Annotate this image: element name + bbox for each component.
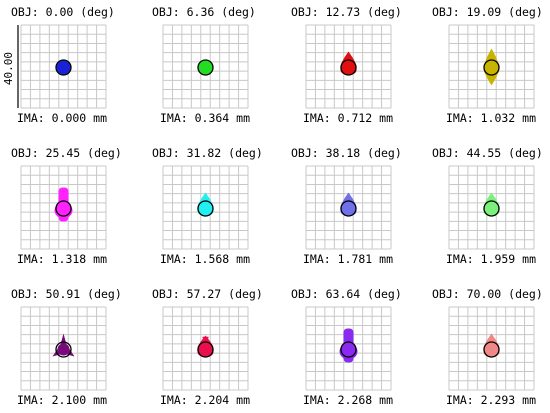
obj-label: OBJ: 31.82 (deg) bbox=[152, 146, 263, 160]
spot-grid bbox=[20, 306, 107, 391]
obj-label: OBJ: 63.64 (deg) bbox=[291, 287, 402, 301]
spot-cell bbox=[448, 165, 535, 250]
airy-circle bbox=[483, 341, 500, 358]
obj-label: OBJ: 19.09 (deg) bbox=[432, 5, 543, 19]
spot bbox=[483, 48, 500, 86]
ima-label: IMA: 1.959 mm bbox=[446, 252, 537, 266]
spot-cell bbox=[305, 165, 392, 250]
obj-label: OBJ: 38.18 (deg) bbox=[291, 146, 402, 160]
obj-label: OBJ: 50.91 (deg) bbox=[11, 287, 122, 301]
spot bbox=[483, 192, 500, 216]
ima-label: IMA: 2.293 mm bbox=[446, 393, 537, 407]
ima-label: IMA: 2.268 mm bbox=[303, 393, 394, 407]
spot-cell bbox=[162, 165, 249, 250]
ima-label: IMA: 0.364 mm bbox=[160, 111, 251, 125]
spot bbox=[52, 333, 75, 357]
spot bbox=[197, 335, 214, 357]
airy-circle bbox=[197, 59, 214, 76]
airy-circle bbox=[55, 200, 72, 217]
obj-label: OBJ: 0.00 (deg) bbox=[11, 5, 115, 19]
spot-grid bbox=[305, 306, 392, 391]
ima-label: IMA: 1.781 mm bbox=[303, 252, 394, 266]
ima-label: IMA: 0.712 mm bbox=[303, 111, 394, 125]
spot-grid bbox=[448, 306, 535, 391]
spot bbox=[340, 51, 357, 75]
airy-circle bbox=[197, 341, 214, 358]
ima-label: IMA: 0.000 mm bbox=[17, 111, 108, 125]
obj-label: OBJ: 44.55 (deg) bbox=[432, 146, 543, 160]
spot bbox=[198, 60, 213, 75]
spot-cell bbox=[20, 306, 107, 391]
ima-label: IMA: 1.032 mm bbox=[446, 111, 537, 125]
airy-circle bbox=[340, 200, 357, 217]
spot bbox=[483, 333, 500, 357]
airy-circle bbox=[55, 59, 72, 76]
ima-label: IMA: 2.204 mm bbox=[160, 393, 251, 407]
spot-cell bbox=[20, 24, 107, 109]
airy-circle bbox=[55, 341, 72, 358]
spot-cell bbox=[162, 24, 249, 109]
spot-cell bbox=[448, 24, 535, 109]
airy-circle bbox=[340, 59, 357, 76]
spot-cell bbox=[448, 306, 535, 391]
spot bbox=[197, 192, 214, 216]
spot-grid bbox=[305, 24, 392, 109]
airy-circle bbox=[340, 341, 357, 358]
spot bbox=[340, 192, 357, 216]
spot-cell bbox=[162, 306, 249, 391]
spot-grid bbox=[20, 24, 107, 109]
spot-cell bbox=[20, 165, 107, 250]
spot-cell bbox=[305, 306, 392, 391]
obj-label: OBJ: 6.36 (deg) bbox=[152, 5, 256, 19]
spot-cell bbox=[305, 24, 392, 109]
airy-circle bbox=[483, 59, 500, 76]
scale-label: 40.00 bbox=[2, 51, 16, 86]
ima-label: IMA: 2.100 mm bbox=[17, 393, 108, 407]
obj-label: OBJ: 25.45 (deg) bbox=[11, 146, 122, 160]
obj-label: OBJ: 57.27 (deg) bbox=[152, 287, 263, 301]
ima-label: IMA: 1.568 mm bbox=[160, 252, 251, 266]
airy-circle bbox=[483, 200, 500, 217]
airy-circle bbox=[197, 200, 214, 217]
obj-label: OBJ: 12.73 (deg) bbox=[291, 5, 402, 19]
ima-label: IMA: 1.318 mm bbox=[17, 252, 108, 266]
spot bbox=[56, 60, 71, 75]
obj-label: OBJ: 70.00 (deg) bbox=[432, 287, 543, 301]
